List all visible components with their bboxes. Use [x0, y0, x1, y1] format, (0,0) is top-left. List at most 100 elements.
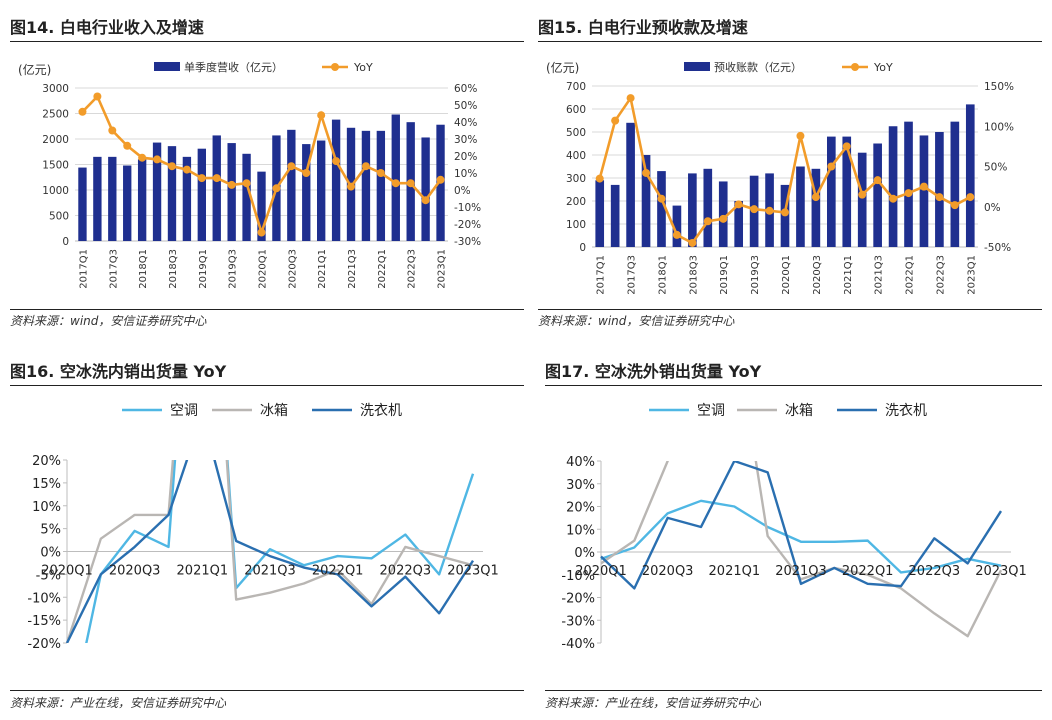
- y2-tick-label: 150%: [984, 81, 1014, 93]
- yoy-point: [78, 107, 87, 116]
- bar: [123, 165, 132, 241]
- chart-title: 图14. 白电行业收入及增速: [10, 18, 204, 37]
- yoy-point: [781, 208, 789, 217]
- bar: [657, 171, 666, 247]
- x-tick-label: 2021Q3: [874, 255, 885, 295]
- y-tick-label: -40%: [561, 637, 595, 652]
- y-tick-label: 2500: [42, 109, 69, 121]
- yoy-point: [796, 131, 805, 140]
- y2-tick-label: 0%: [984, 202, 1001, 214]
- bar: [703, 168, 713, 247]
- yoy-point: [376, 169, 385, 177]
- panel-fig14: 图14. 白电行业收入及增速 0 500 1000 1500 2000 2500 3000 -…: [10, 14, 524, 330]
- x-tick-label: 2022Q1: [842, 564, 894, 579]
- yoy-point: [935, 193, 944, 202]
- y-tick-label: 700: [566, 81, 586, 93]
- bar: [873, 143, 882, 247]
- x-tick-label: 2021Q3: [347, 249, 358, 289]
- series-line-2: [65, 460, 475, 643]
- y-tick-label: 0: [579, 242, 586, 254]
- yoy-point: [436, 175, 445, 184]
- y2-tick-label: 100%: [984, 121, 1014, 133]
- y-tick-label: 30%: [566, 478, 595, 493]
- legend-yoy-label: YoY: [873, 61, 893, 74]
- y-tick-label: 40%: [566, 455, 595, 470]
- x-tick-label: 2018Q1: [657, 255, 668, 295]
- source-note: 资料来源：产业在线，安信证券研究中心: [545, 696, 762, 710]
- y2-tick-label: 50%: [454, 100, 477, 112]
- x-tick-label: 2021Q1: [843, 255, 854, 295]
- source-rule: [10, 309, 524, 310]
- bar: [78, 167, 87, 241]
- y-tick-label: 500: [49, 211, 69, 223]
- yoy-point: [858, 190, 867, 199]
- legend-yoy-label: YoY: [353, 61, 373, 74]
- y-tick-label: -30%: [561, 614, 595, 629]
- legend-bar-swatch: [154, 62, 180, 71]
- y2-tick-label: 0%: [454, 185, 471, 197]
- yoy-point: [873, 176, 882, 185]
- bar: [935, 132, 944, 247]
- source-rule: [10, 690, 524, 691]
- chart-title: 图15. 白电行业预收款及增速: [538, 18, 748, 37]
- y2-tick-label: -20%: [454, 219, 481, 231]
- y-tick-label: 0%: [40, 546, 61, 561]
- yoy-point: [827, 162, 836, 171]
- x-tick-label: 2022Q1: [377, 249, 388, 289]
- x-tick-label: 2017Q1: [78, 249, 89, 289]
- bar: [888, 126, 898, 247]
- y-tick-label: 5%: [40, 523, 61, 538]
- yoy-point: [332, 157, 341, 166]
- yoy-point: [750, 205, 759, 214]
- yoy-point: [167, 162, 176, 171]
- bar: [257, 171, 266, 241]
- y-tick-label: 3000: [42, 83, 69, 95]
- y-tick-label: -5%: [36, 568, 61, 583]
- yoy-point: [93, 92, 102, 101]
- yoy-point: [765, 206, 774, 215]
- bar: [182, 156, 192, 241]
- y-tick-label: -20%: [561, 592, 595, 607]
- x-tick-label: 2022Q3: [909, 564, 961, 579]
- source-note: 资料来源：wind，安信证券研究中心: [538, 314, 735, 328]
- source-note: 资料来源：产业在线，安信证券研究中心: [10, 696, 227, 710]
- yoy-point: [406, 179, 415, 188]
- bar: [242, 153, 251, 241]
- bar: [391, 114, 400, 241]
- yoy-point: [287, 162, 296, 171]
- bar: [93, 156, 102, 241]
- legend-yoy-marker: [851, 63, 859, 71]
- bar: [965, 104, 975, 248]
- y-tick-label: 20%: [32, 454, 61, 469]
- x-tick-label: 2022Q3: [407, 249, 418, 289]
- x-tick-label: 2021Q3: [775, 564, 827, 579]
- title-rule: [545, 385, 1042, 386]
- x-tick-label: 2019Q3: [228, 249, 239, 289]
- legend-bar-label: 单季度营收（亿元）: [184, 60, 283, 74]
- bar: [826, 136, 836, 247]
- y-tick-label: 0%: [574, 546, 595, 561]
- series-line-1: [600, 461, 1003, 638]
- source-note: 资料来源：wind，安信证券研究中心: [10, 314, 207, 328]
- yoy-point: [642, 168, 651, 177]
- series-line-1: [65, 460, 474, 643]
- bar: [688, 173, 697, 247]
- yoy-point: [421, 196, 430, 205]
- y2-tick-label: 30%: [454, 134, 477, 146]
- chart-fig14: 0 500 1000 1500 2000 2500 3000 -30% -20% -10% 0% 10…: [18, 60, 481, 289]
- bar: [317, 140, 326, 241]
- bar: [287, 129, 296, 241]
- yoy-point: [138, 153, 147, 162]
- x-tick-label: 2018Q1: [138, 249, 149, 289]
- y-tick-label: 600: [566, 104, 586, 116]
- y-tick-label: 1000: [42, 185, 69, 197]
- yoy-point: [391, 179, 400, 188]
- x-tick-label: 2022Q3: [380, 564, 432, 579]
- y-axis-unit: (亿元): [18, 62, 51, 77]
- bar: [227, 143, 236, 241]
- yoy-point: [889, 194, 898, 203]
- bar: [904, 121, 913, 247]
- yoy-point: [361, 162, 370, 171]
- x-tick-label: 2020Q3: [812, 255, 823, 295]
- legend-label: 冰箱: [785, 403, 813, 419]
